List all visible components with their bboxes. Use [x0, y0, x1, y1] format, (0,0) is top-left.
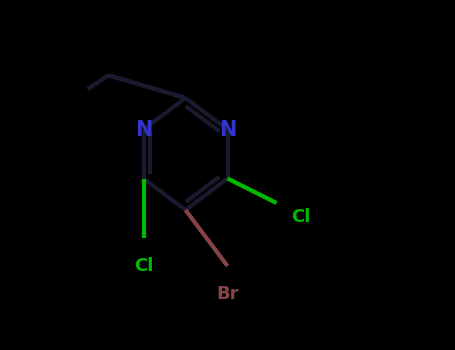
Text: Cl: Cl — [134, 257, 153, 275]
Text: Br: Br — [216, 285, 239, 303]
Text: N: N — [219, 119, 236, 140]
Text: N: N — [135, 119, 152, 140]
Text: Cl: Cl — [291, 208, 311, 226]
